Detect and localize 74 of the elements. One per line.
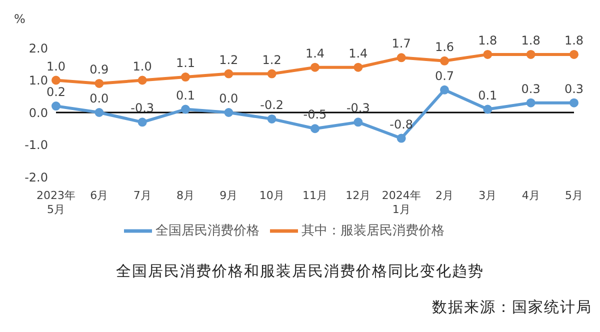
point — [94, 108, 104, 117]
point — [396, 53, 406, 62]
x-tick-label: 12月 — [346, 189, 371, 202]
data-label: 0.2 — [46, 85, 66, 100]
text: 全国居民消费价格和服装居民消费价格同比变化趋势 — [115, 262, 485, 281]
y-tick-label: -1.0 — [24, 138, 48, 152]
point — [52, 102, 60, 111]
legend-label: 全国居民消费价格 — [156, 224, 260, 239]
x-tick-label: 2月 — [436, 189, 454, 202]
source-note: 数据来源：国家统计局 — [432, 298, 592, 317]
point — [526, 50, 536, 59]
data-label: 0.0 — [219, 92, 238, 106]
y-tick-label: -2.0 — [24, 170, 48, 184]
data-label: 1.8 — [521, 33, 540, 48]
x-tick-label: 6月 — [90, 189, 108, 202]
y-axis-title: % — [14, 12, 26, 26]
data-label: 1.4 — [348, 46, 368, 60]
data-label: 0.3 — [521, 82, 540, 96]
data-label: 1.8 — [564, 33, 584, 48]
x-tick-label: 4月 — [522, 189, 540, 202]
point — [267, 114, 276, 124]
x-tick-label: 2023年 5月 — [36, 189, 76, 216]
data-label: 1.2 — [219, 52, 238, 67]
point — [267, 69, 276, 78]
point — [396, 134, 406, 143]
data-label: 1.6 — [434, 40, 454, 54]
point — [94, 78, 104, 88]
data-label: 1.1 — [176, 56, 196, 70]
x-tick-label: 9月 — [220, 189, 238, 202]
point — [310, 124, 320, 134]
x-tick-label: 2024年 1月 — [382, 189, 421, 216]
point — [570, 50, 578, 59]
point — [138, 118, 147, 127]
legend-label: 其中：服装居民消费价格 — [302, 224, 444, 239]
y-tick-label: 2.0 — [28, 41, 48, 56]
data-label: 1.8 — [478, 33, 498, 48]
x-tick-label: 5月 — [565, 189, 583, 202]
x-tick-label: 10月 — [259, 189, 284, 202]
point — [310, 62, 320, 72]
point — [52, 76, 60, 85]
data-label: 1.7 — [392, 36, 411, 51]
data-label: 0.3 — [564, 82, 584, 96]
data-label: -0.3 — [346, 101, 370, 116]
data-label: 0.1 — [176, 88, 196, 102]
point — [224, 108, 234, 117]
x-tick-label: 8月 — [176, 189, 194, 202]
data-label: -0.8 — [390, 117, 414, 132]
data-label: 1.4 — [305, 46, 325, 60]
y-tick-label: 1.0 — [28, 74, 48, 88]
data-label: -0.2 — [260, 98, 284, 112]
point — [440, 56, 449, 66]
x-tick-label: 11月 — [302, 189, 328, 202]
point — [570, 98, 578, 108]
x-tick-label: 7月 — [133, 189, 152, 202]
data-label: 0.0 — [90, 92, 109, 106]
point — [354, 62, 363, 72]
point — [526, 98, 536, 108]
data-label: -0.3 — [130, 101, 154, 116]
data-label: 0.9 — [90, 62, 109, 76]
x-tick-label: 3月 — [478, 189, 497, 202]
point — [181, 104, 190, 114]
data-label: 0.7 — [434, 68, 454, 83]
point — [138, 76, 147, 85]
data-label: 1.2 — [262, 52, 282, 67]
data-label: 1.0 — [132, 59, 152, 74]
point — [181, 72, 190, 82]
y-tick-label: 0.0 — [28, 106, 48, 120]
point — [354, 118, 363, 127]
data-label: 0.1 — [478, 88, 498, 102]
point — [440, 85, 449, 94]
data-label: 1.0 — [46, 59, 66, 74]
point — [224, 69, 234, 78]
point — [483, 104, 492, 114]
point — [483, 50, 492, 59]
